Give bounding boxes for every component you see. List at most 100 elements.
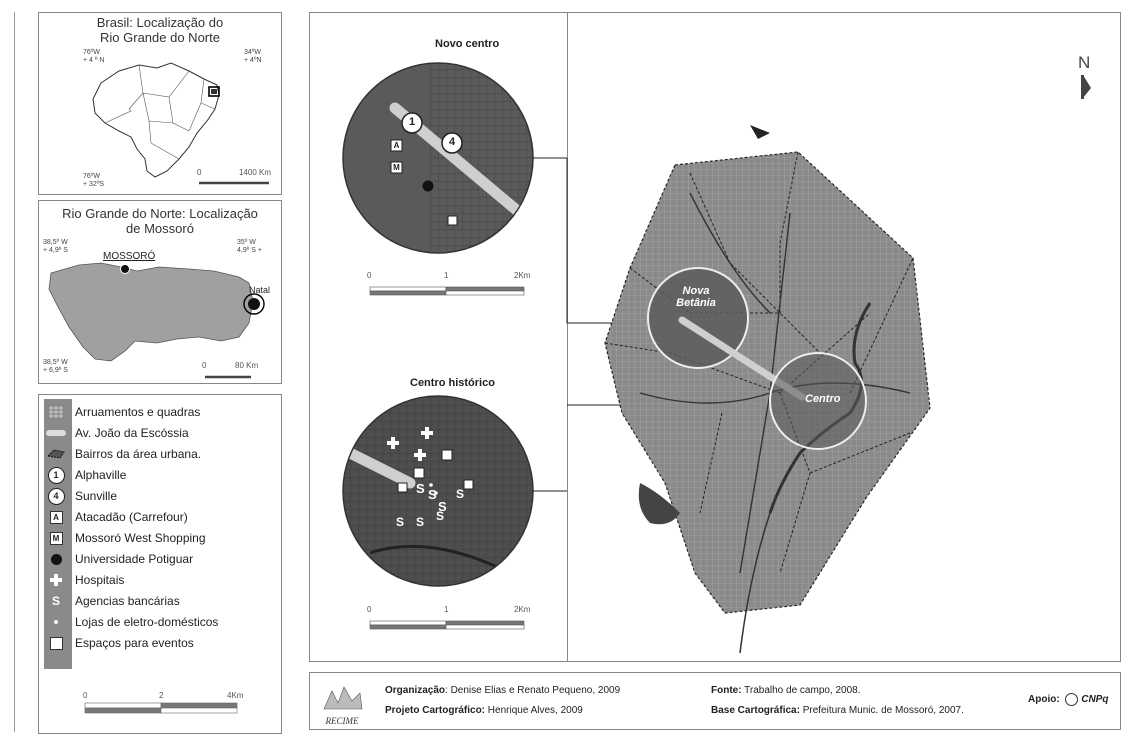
- inset-hist-scale-min: 0: [367, 605, 372, 614]
- brazil-scale-min: 0: [197, 168, 202, 177]
- inset-centro-historico-map: [343, 396, 533, 586]
- label-nova-betania: Nova Betânia: [666, 285, 726, 309]
- brazil-scale-max: 1400 Km: [239, 168, 272, 177]
- dollar-icon: S: [51, 594, 60, 608]
- main-map-frame: Novo centro Centro histórico: [309, 12, 1121, 662]
- rn-panel-title: Rio Grande do Norte: Localização de Moss…: [39, 206, 281, 236]
- main-map-svg: [342, 62, 1091, 654]
- legend-item: Hospitais: [45, 571, 124, 589]
- rn-highlight-box: [208, 86, 220, 97]
- brazil-coord-tl: 76ºW + 4 º N: [83, 49, 104, 65]
- rn-city-natal: Natal: [249, 285, 271, 295]
- label-nova-betania-line1: Nova: [682, 285, 710, 297]
- marker-hospital-3: [414, 449, 426, 461]
- recime-logo: RECIME: [318, 681, 366, 726]
- legend-item-label: Hospitais: [75, 573, 125, 587]
- rn-coord-tl: 38,5º W + 4,9º S: [43, 239, 68, 255]
- brazil-coord-tl-lon: 76ºW: [83, 49, 100, 56]
- white-square-icon: [45, 636, 67, 650]
- marker-bank-3: S: [438, 499, 447, 514]
- marker-atacadao-label: A: [393, 141, 400, 150]
- credit-apoio-value: CNPq: [1081, 694, 1109, 706]
- legend-item: Arruamentos e quadras: [45, 403, 200, 421]
- legend-item-label: Sunville: [75, 489, 118, 503]
- recime-logo-icon: [323, 686, 363, 710]
- brazil-title-line2: Rio Grande do Norte: [100, 30, 220, 45]
- credit-proj-value: Henrique Alves, 2009: [485, 705, 583, 716]
- brazil-coord-tr-lon: 34ºW: [244, 49, 261, 56]
- brazil-coord-bl-lon: 76ºW: [83, 173, 100, 180]
- legend-item: M Mossoró West Shopping: [45, 529, 206, 547]
- brazil-coord-tl-lat: + 4 º N: [83, 57, 105, 64]
- marker-bank-2: S: [428, 487, 437, 502]
- legend-item-label: Lojas de eletro-domésticos: [75, 615, 219, 629]
- north-arrow-icon: [1081, 75, 1091, 99]
- page-margin-line: [14, 12, 15, 732]
- marker-eventos-hist-2: [413, 467, 425, 479]
- credit-projeto: Projeto Cartográfico: Henrique Alves, 20…: [385, 705, 583, 716]
- lake: [638, 483, 680, 525]
- brazil-coord-tr-lat: + 4ºN: [244, 57, 262, 64]
- square-letter-icon: A: [45, 510, 67, 524]
- credits-panel: RECIME Organização: Denise Elias e Renat…: [309, 672, 1121, 730]
- marker-bank-1: S: [416, 481, 425, 496]
- label-nova-betania-line2: Betânia: [676, 297, 716, 309]
- rn-coord-bl-lon: 38,5º W: [43, 359, 68, 366]
- inset-novo-scale-mid: 1: [444, 271, 449, 280]
- inset-novo-scale-max: 2Km: [514, 271, 531, 280]
- inset-hist-scale-max: 2Km: [514, 605, 531, 614]
- rn-coord-tr: 35º W 4,9º S +: [237, 239, 262, 255]
- credit-apoio: Apoio: CNPq: [1028, 693, 1108, 706]
- rn-scale-max: 80 Km: [235, 361, 259, 370]
- nw-spur: [750, 125, 770, 139]
- marker-eletro-2: [434, 491, 438, 495]
- legend-item-label: Espaços para eventos: [75, 636, 194, 650]
- brazil-coord-bl-lat: + 32ºS: [83, 181, 105, 188]
- legend-item-label: Alphaville: [75, 468, 127, 482]
- rn-state-map: [48, 262, 265, 379]
- credit-proj-label: Projeto Cartográfico:: [385, 705, 486, 716]
- recime-logo-text: RECIME: [325, 716, 359, 726]
- legend-item: A Atacadão (Carrefour): [45, 508, 188, 526]
- credit-org-value: : Denise Elias e Renato Pequeno, 2009: [445, 685, 621, 696]
- credit-base: Base Cartográfica: Prefeitura Munic. de …: [711, 705, 964, 716]
- inset-scale-bar-hist: [369, 620, 525, 630]
- black-dot-icon: [45, 552, 67, 566]
- rn-coord-bl-lat: + 6,9º S: [43, 367, 68, 374]
- square-letter-icon: M: [45, 531, 67, 545]
- legend-item-label: Mossoró West Shopping: [75, 531, 206, 545]
- rn-city-mossoro: MOSSORÓ: [103, 251, 156, 262]
- circle-number-icon: 1: [45, 466, 67, 484]
- legend-item: 1 Alphaville: [45, 466, 126, 484]
- legend-item: Bairros da área urbana.: [45, 445, 201, 463]
- legend-item-label: Bairros da área urbana.: [75, 447, 202, 461]
- inset-novo-centro-title: Novo centro: [435, 38, 500, 50]
- legend-item: Espaços para eventos: [45, 634, 194, 652]
- mossoro-dot: [120, 264, 130, 274]
- legend-item: Lojas de eletro-domésticos: [45, 613, 218, 631]
- marker-eventos-novo: [447, 215, 458, 226]
- inset-centro-historico-title: Centro histórico: [410, 377, 495, 389]
- district-boundary-icon: [45, 447, 67, 461]
- brazil-panel-title: Brasil: Localização do Rio Grande do Nor…: [39, 15, 281, 45]
- brazil-locator-panel: Brasil: Localização do Rio Grande do Nor…: [38, 12, 282, 195]
- brazil-coord-bl: 76ºW + 32ºS: [83, 173, 104, 189]
- marker-eventos-hist-4: [463, 479, 474, 490]
- circle-number-icon: 4: [45, 487, 67, 505]
- legend-item: Universidade Potiguar: [45, 550, 193, 568]
- marker-bank-5: S: [396, 515, 405, 529]
- credit-fonte-value: Trabalho de campo, 2008.: [741, 685, 861, 696]
- natal-ring: [243, 293, 265, 315]
- credit-fonte: Fonte: Trabalho de campo, 2008.: [711, 685, 861, 696]
- rn-locator-panel: Rio Grande do Norte: Localização de Moss…: [38, 200, 282, 384]
- credit-org-label: Organização: [385, 685, 446, 696]
- rn-coord-tr-lon: 35º W: [237, 239, 256, 246]
- marker-atacadao-box: [390, 139, 403, 152]
- legend-scale-max: 4Km: [227, 691, 244, 700]
- inset-divider: [567, 13, 568, 661]
- marker-shopping-box: [390, 161, 403, 174]
- rn-coord-tl-lat: + 4,9º S: [43, 247, 68, 254]
- label-centro: Centro: [805, 393, 841, 405]
- credit-base-value: Prefeitura Munic. de Mossoró, 2007.: [799, 705, 964, 716]
- legend-item-label: Av. João da Escóssia: [75, 426, 189, 440]
